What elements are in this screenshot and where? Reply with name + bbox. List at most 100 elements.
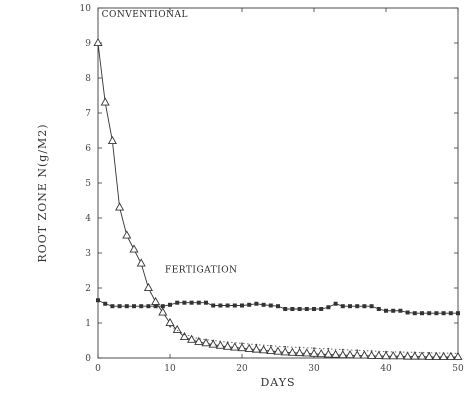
data-point-triangle <box>230 342 240 351</box>
data-point-triangle <box>316 349 326 358</box>
y-tick-label: 7 <box>85 109 91 119</box>
data-point-triangle <box>403 351 413 360</box>
data-point-triangle <box>115 202 125 211</box>
y-tick-label: 4 <box>85 214 91 224</box>
data-point-square <box>312 307 316 311</box>
data-point <box>241 342 243 345</box>
data-point-triangle <box>151 296 161 305</box>
data-point-triangle <box>179 331 189 340</box>
data-point-square <box>168 302 172 307</box>
data-point-square <box>355 304 360 309</box>
data-point-triangle <box>223 341 233 350</box>
data-point <box>284 345 287 348</box>
data-point-square <box>420 311 424 316</box>
data-point-square <box>398 308 403 313</box>
data-point-triangle <box>201 338 211 347</box>
data-point-square <box>189 300 194 305</box>
data-point-triangle <box>244 343 254 352</box>
series-line <box>97 42 458 358</box>
data-point-square <box>110 304 115 309</box>
data-point-square <box>146 304 151 309</box>
data-point-square <box>283 307 288 311</box>
data-point-triangle <box>287 347 297 356</box>
data-point-square <box>304 307 309 311</box>
data-point-square <box>132 304 136 309</box>
data-point-square <box>405 310 410 315</box>
series-conventional <box>93 37 463 360</box>
y-tick-label: 8 <box>85 74 91 84</box>
data-point-triangle <box>172 324 182 333</box>
data-point-square <box>218 303 223 308</box>
data-point-triangle <box>446 351 456 360</box>
y-tick-label: 1 <box>85 319 91 329</box>
data-point-triangle <box>359 350 369 359</box>
data-point <box>298 346 301 349</box>
data-point-square <box>153 304 158 309</box>
data-point <box>169 325 171 328</box>
x-tick-label: 20 <box>236 364 248 374</box>
annotation-fertigation: FERTIGATION <box>165 265 238 275</box>
series-fertigation <box>96 298 460 316</box>
series-unlabeled-2 <box>169 325 459 355</box>
data-point-triangle <box>367 350 377 359</box>
data-point-triangle <box>187 334 197 343</box>
data-point-triangle <box>208 339 218 348</box>
data-point-square <box>261 302 266 307</box>
data-point-square <box>160 304 165 309</box>
series-layer <box>93 37 463 360</box>
data-point-square <box>247 302 252 307</box>
data-point-triangle <box>259 345 269 354</box>
y-tick-label: 10 <box>80 4 92 14</box>
data-point-triangle <box>100 97 110 106</box>
data-point-square <box>340 304 345 309</box>
data-point <box>356 349 359 352</box>
data-point <box>413 351 416 354</box>
data-point-triangle <box>273 346 283 355</box>
data-point-triangle <box>323 349 333 358</box>
data-point-triangle <box>381 351 391 360</box>
data-point-triangle <box>302 348 312 357</box>
data-point-triangle <box>345 350 355 359</box>
data-point-square <box>348 304 352 309</box>
y-tick-label: 6 <box>85 144 91 154</box>
data-point-triangle <box>158 307 168 316</box>
data-point-square <box>204 300 208 305</box>
x-tick-label: 30 <box>308 364 320 374</box>
data-point-triangle <box>410 351 420 360</box>
data-point-square <box>196 300 201 305</box>
annotation-conventional: CONVENTIONAL <box>102 10 188 20</box>
data-point-triangle <box>417 351 427 360</box>
data-point-square <box>268 303 273 308</box>
data-point-triangle <box>424 351 434 360</box>
data-point-square <box>96 298 100 303</box>
data-point-triangle <box>338 350 348 359</box>
data-point-triangle <box>352 350 362 359</box>
data-point-square <box>211 303 216 308</box>
x-tick-label: 0 <box>95 364 101 374</box>
x-tick-label: 10 <box>164 364 176 374</box>
data-point <box>327 348 330 350</box>
data-point <box>212 339 215 342</box>
data-point-triangle <box>136 258 146 267</box>
data-point-triangle <box>165 317 175 326</box>
y-tick-label: 5 <box>85 179 91 189</box>
data-point <box>197 337 200 340</box>
data-point-triangle <box>129 244 139 253</box>
data-point <box>183 333 186 336</box>
data-point-square <box>182 300 187 305</box>
y-tick-label: 2 <box>85 284 91 294</box>
data-point-square <box>254 301 259 306</box>
data-point-square <box>319 307 324 311</box>
data-point <box>457 352 459 355</box>
data-point-triangle <box>237 343 247 352</box>
data-point <box>399 351 402 353</box>
data-point-square <box>456 311 460 316</box>
data-point-square <box>384 308 388 313</box>
data-point-square <box>124 304 129 309</box>
data-point-triangle <box>453 351 463 360</box>
data-point-square <box>427 311 432 316</box>
data-point-triangle <box>388 351 398 360</box>
data-point-square <box>391 308 396 313</box>
data-point <box>428 351 431 354</box>
